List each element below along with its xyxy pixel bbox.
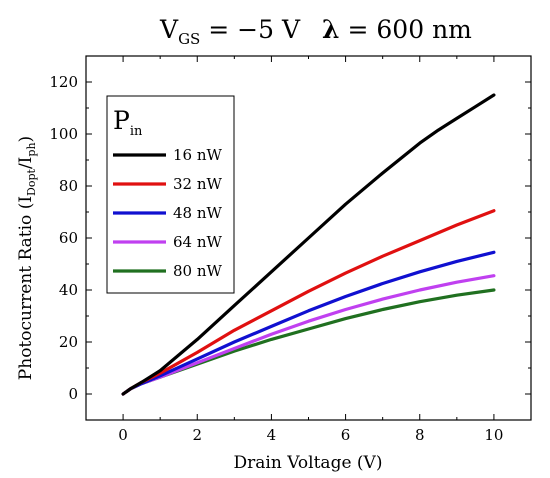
legend-title-subscript: in bbox=[130, 124, 143, 139]
y-tick-label: 40 bbox=[59, 281, 78, 299]
legend-label: 48 nW bbox=[173, 204, 223, 222]
y-axis-label: Photocurrent Ratio (IDopt/Iph) bbox=[16, 136, 38, 380]
title-vgs-value: = −5 V bbox=[200, 15, 301, 44]
y-label-prefix: Photocurrent Ratio (I bbox=[16, 196, 36, 380]
chart-title: VGS = −5 V λ = 600 nm bbox=[159, 15, 472, 48]
y-label-suffix: ) bbox=[16, 136, 36, 143]
legend-label: 16 nW bbox=[173, 146, 223, 164]
legend-label: 80 nW bbox=[173, 262, 223, 280]
series-line-16-nw bbox=[121, 93, 496, 396]
y-label-sub1: Dopt bbox=[25, 168, 38, 195]
x-tick-label: 8 bbox=[415, 426, 425, 444]
y-tick-label: 80 bbox=[59, 177, 78, 195]
series-group bbox=[121, 93, 496, 396]
y-label-mid: /I bbox=[16, 157, 36, 169]
x-tick-label: 4 bbox=[267, 426, 277, 444]
y-tick-label: 0 bbox=[68, 385, 78, 403]
x-tick-label: 0 bbox=[118, 426, 128, 444]
legend-label: 64 nW bbox=[173, 233, 223, 251]
y-tick-label: 120 bbox=[49, 73, 78, 91]
legend-title: Pin bbox=[113, 106, 143, 139]
legend: Pin 16 nW 32 nW 48 nW 64 nW 80 nW bbox=[106, 95, 235, 294]
y-label-sub2: ph bbox=[25, 142, 38, 156]
y-tick-label: 20 bbox=[59, 333, 78, 351]
x-tick-label: 6 bbox=[341, 426, 351, 444]
legend-title-symbol: P bbox=[113, 106, 130, 135]
legend-box bbox=[106, 95, 235, 294]
title-lambda-value: = 600 nm bbox=[340, 15, 473, 44]
legend-items: 16 nW 32 nW 48 nW 64 nW 80 nW bbox=[113, 146, 223, 280]
title-vgs-subscript: GS bbox=[178, 30, 200, 48]
y-tick-label: 100 bbox=[49, 125, 78, 143]
y-tick-label: 60 bbox=[59, 229, 78, 247]
x-tick-label: 2 bbox=[192, 426, 202, 444]
x-tick-label: 10 bbox=[484, 426, 503, 444]
title-vgs-symbol: V bbox=[159, 15, 179, 44]
x-axis-label: Drain Voltage (V) bbox=[234, 453, 383, 473]
title-lambda-symbol: λ bbox=[322, 15, 340, 44]
legend-label: 32 nW bbox=[173, 175, 223, 193]
series-line-80-nw bbox=[121, 288, 496, 396]
